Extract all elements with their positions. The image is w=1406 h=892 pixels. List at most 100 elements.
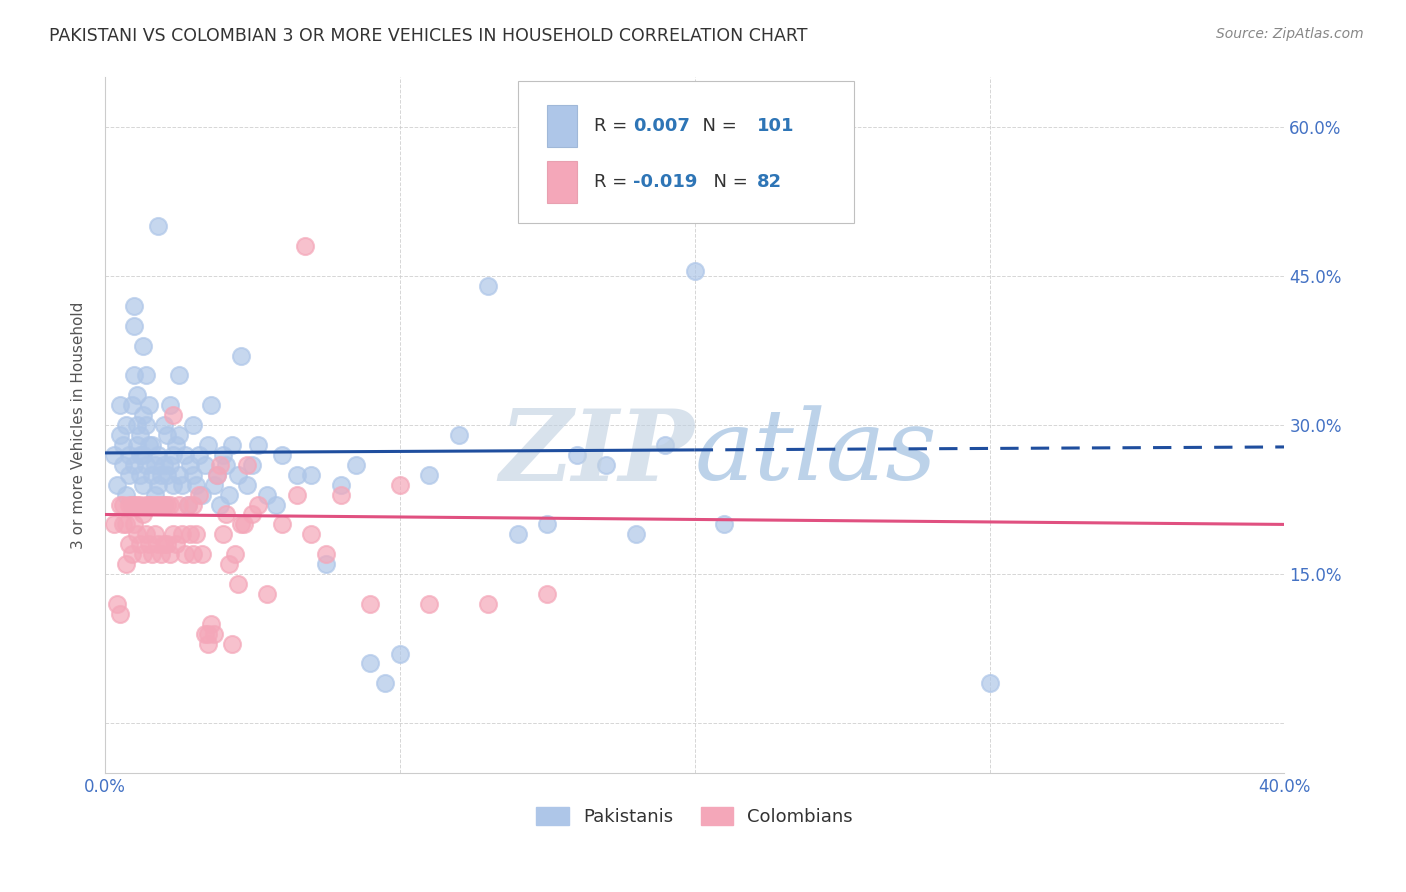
- Point: [111, 517, 134, 532]
- Point: [132, 547, 155, 561]
- Point: [536, 517, 558, 532]
- Text: 82: 82: [758, 173, 782, 191]
- Point: [117, 537, 139, 551]
- Point: [143, 527, 166, 541]
- Point: [108, 498, 131, 512]
- Point: [624, 527, 647, 541]
- Text: -0.019: -0.019: [633, 173, 697, 191]
- Point: [117, 467, 139, 482]
- Text: atlas: atlas: [695, 405, 938, 500]
- Point: [235, 458, 257, 472]
- Point: [374, 676, 396, 690]
- Point: [167, 368, 190, 383]
- Point: [256, 587, 278, 601]
- Point: [683, 264, 706, 278]
- Point: [127, 438, 149, 452]
- Point: [229, 517, 252, 532]
- Point: [242, 458, 264, 472]
- Point: [111, 458, 134, 472]
- Point: [153, 418, 176, 433]
- Point: [105, 477, 128, 491]
- Point: [200, 398, 222, 412]
- Point: [129, 448, 152, 462]
- Point: [186, 477, 208, 491]
- Point: [170, 527, 193, 541]
- Point: [447, 428, 470, 442]
- Point: [159, 398, 181, 412]
- Point: [153, 537, 176, 551]
- Point: [103, 448, 125, 462]
- Point: [197, 438, 219, 452]
- Point: [129, 537, 152, 551]
- Point: [162, 527, 184, 541]
- Point: [212, 448, 235, 462]
- Point: [315, 557, 337, 571]
- Point: [200, 616, 222, 631]
- Point: [208, 458, 231, 472]
- Point: [595, 458, 617, 472]
- Point: [418, 597, 440, 611]
- Point: [183, 498, 205, 512]
- Point: [713, 517, 735, 532]
- Point: [167, 498, 190, 512]
- Point: [299, 527, 322, 541]
- Point: [127, 388, 149, 402]
- Point: [294, 239, 316, 253]
- Point: [132, 448, 155, 462]
- Point: [159, 547, 181, 561]
- Text: 0.007: 0.007: [633, 117, 690, 135]
- Point: [506, 527, 529, 541]
- Text: 101: 101: [758, 117, 794, 135]
- Point: [191, 488, 214, 502]
- Point: [215, 508, 238, 522]
- Point: [208, 498, 231, 512]
- Point: [124, 368, 146, 383]
- Point: [138, 438, 160, 452]
- Point: [132, 477, 155, 491]
- Point: [197, 637, 219, 651]
- Point: [156, 428, 179, 442]
- Point: [247, 498, 270, 512]
- Point: [194, 458, 217, 472]
- Bar: [547, 105, 576, 147]
- Point: [229, 349, 252, 363]
- Point: [173, 448, 195, 462]
- Point: [315, 547, 337, 561]
- Point: [143, 458, 166, 472]
- Point: [108, 398, 131, 412]
- Point: [146, 219, 169, 234]
- Point: [215, 458, 238, 472]
- Point: [121, 498, 143, 512]
- Text: N =: N =: [702, 173, 754, 191]
- Point: [111, 438, 134, 452]
- Legend: Pakistanis, Colombians: Pakistanis, Colombians: [529, 799, 860, 833]
- Point: [329, 488, 352, 502]
- Point: [247, 438, 270, 452]
- Point: [536, 587, 558, 601]
- Point: [344, 458, 367, 472]
- Point: [129, 467, 152, 482]
- Point: [165, 537, 187, 551]
- Point: [117, 498, 139, 512]
- Point: [979, 676, 1001, 690]
- Point: [156, 498, 179, 512]
- Point: [111, 498, 134, 512]
- Point: [121, 498, 143, 512]
- Point: [194, 626, 217, 640]
- Point: [565, 448, 588, 462]
- Point: [105, 597, 128, 611]
- Point: [224, 547, 246, 561]
- Point: [165, 438, 187, 452]
- Point: [256, 488, 278, 502]
- Point: [124, 299, 146, 313]
- Point: [124, 498, 146, 512]
- Point: [176, 498, 198, 512]
- Point: [146, 498, 169, 512]
- Point: [264, 498, 287, 512]
- Point: [188, 488, 211, 502]
- Bar: [547, 161, 576, 202]
- Point: [135, 458, 157, 472]
- Point: [202, 477, 225, 491]
- Point: [418, 467, 440, 482]
- FancyBboxPatch shape: [517, 81, 853, 224]
